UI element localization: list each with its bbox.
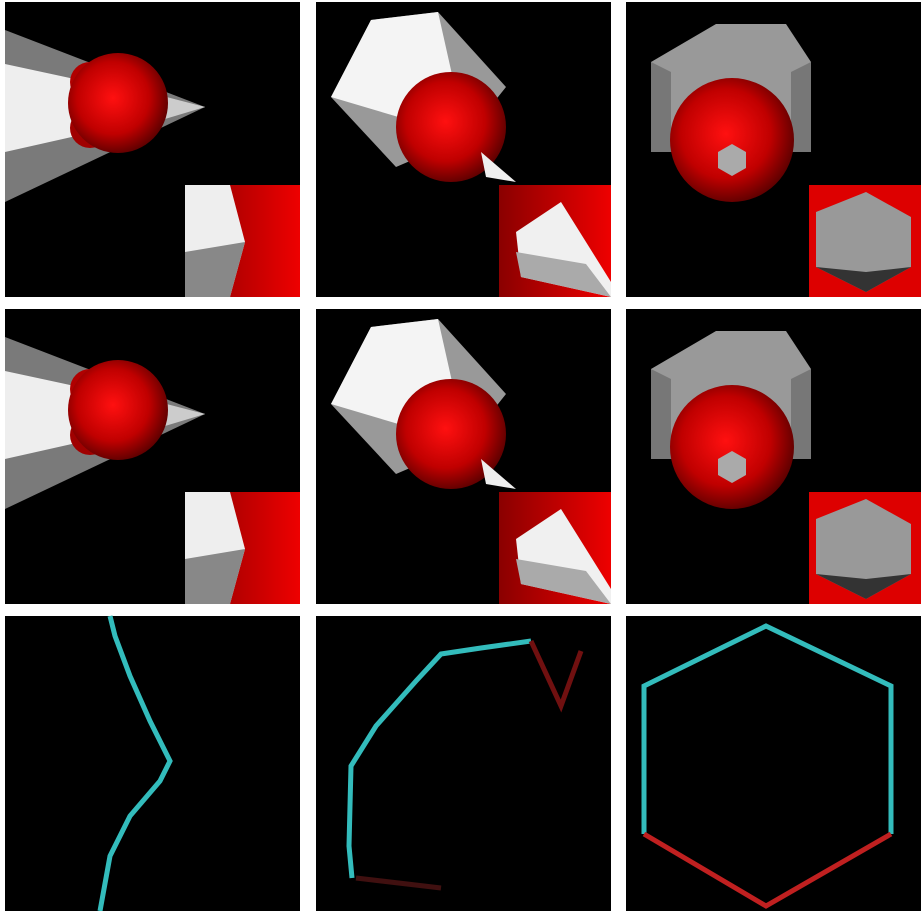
panel (5, 2, 300, 297)
edge-line (642, 831, 893, 909)
panel (316, 2, 611, 297)
panel-bg (626, 616, 921, 911)
panel (316, 309, 611, 604)
edge-line (346, 638, 532, 879)
edge-line (528, 639, 584, 713)
panel-diff (5, 615, 300, 911)
edge-line (641, 623, 894, 834)
panel (5, 309, 300, 604)
panel (626, 309, 921, 604)
panel-diff (316, 616, 611, 911)
panel-diff (626, 616, 921, 911)
panel-bg (316, 616, 611, 911)
panel-bg (5, 616, 300, 911)
edge-line (355, 875, 442, 891)
panel (626, 2, 921, 297)
edge-line (97, 615, 173, 911)
